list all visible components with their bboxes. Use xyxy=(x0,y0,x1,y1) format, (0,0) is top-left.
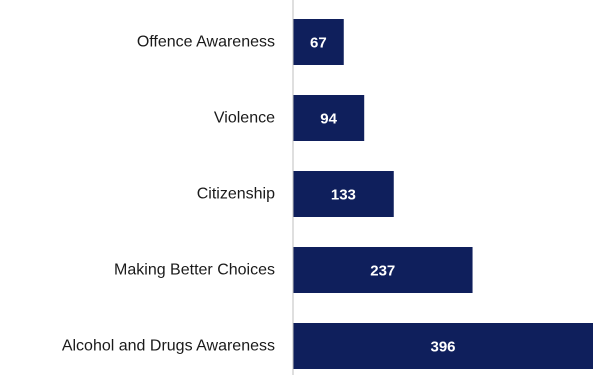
bar-citizenship xyxy=(293,171,394,217)
value-label-violence: 94 xyxy=(320,111,337,128)
category-label-citizenship: Citizenship xyxy=(197,186,275,203)
bar-alcohol-and-drugs-awareness xyxy=(293,323,593,369)
category-label-making-better-choices: Making Better Choices xyxy=(114,262,275,279)
bar-violence xyxy=(293,95,365,141)
value-label-alcohol-and-drugs-awareness: 396 xyxy=(430,339,455,356)
category-label-offence-awareness: Offence Awareness xyxy=(137,34,275,51)
category-label-alcohol-and-drugs-awareness: Alcohol and Drugs Awareness xyxy=(62,338,275,355)
category-label-violence: Violence xyxy=(214,110,275,127)
value-label-making-better-choices: 237 xyxy=(370,263,395,280)
value-labels-group: 67 94 133 237 396 xyxy=(310,35,455,356)
category-labels-group: Offence Awareness Violence Citizenship Maki… xyxy=(62,34,275,355)
value-label-citizenship: 133 xyxy=(331,187,356,204)
bar-making-better-choices xyxy=(293,247,473,293)
bars-group xyxy=(293,19,593,369)
bar-offence-awareness xyxy=(293,19,344,65)
value-label-offence-awareness: 67 xyxy=(310,35,327,52)
